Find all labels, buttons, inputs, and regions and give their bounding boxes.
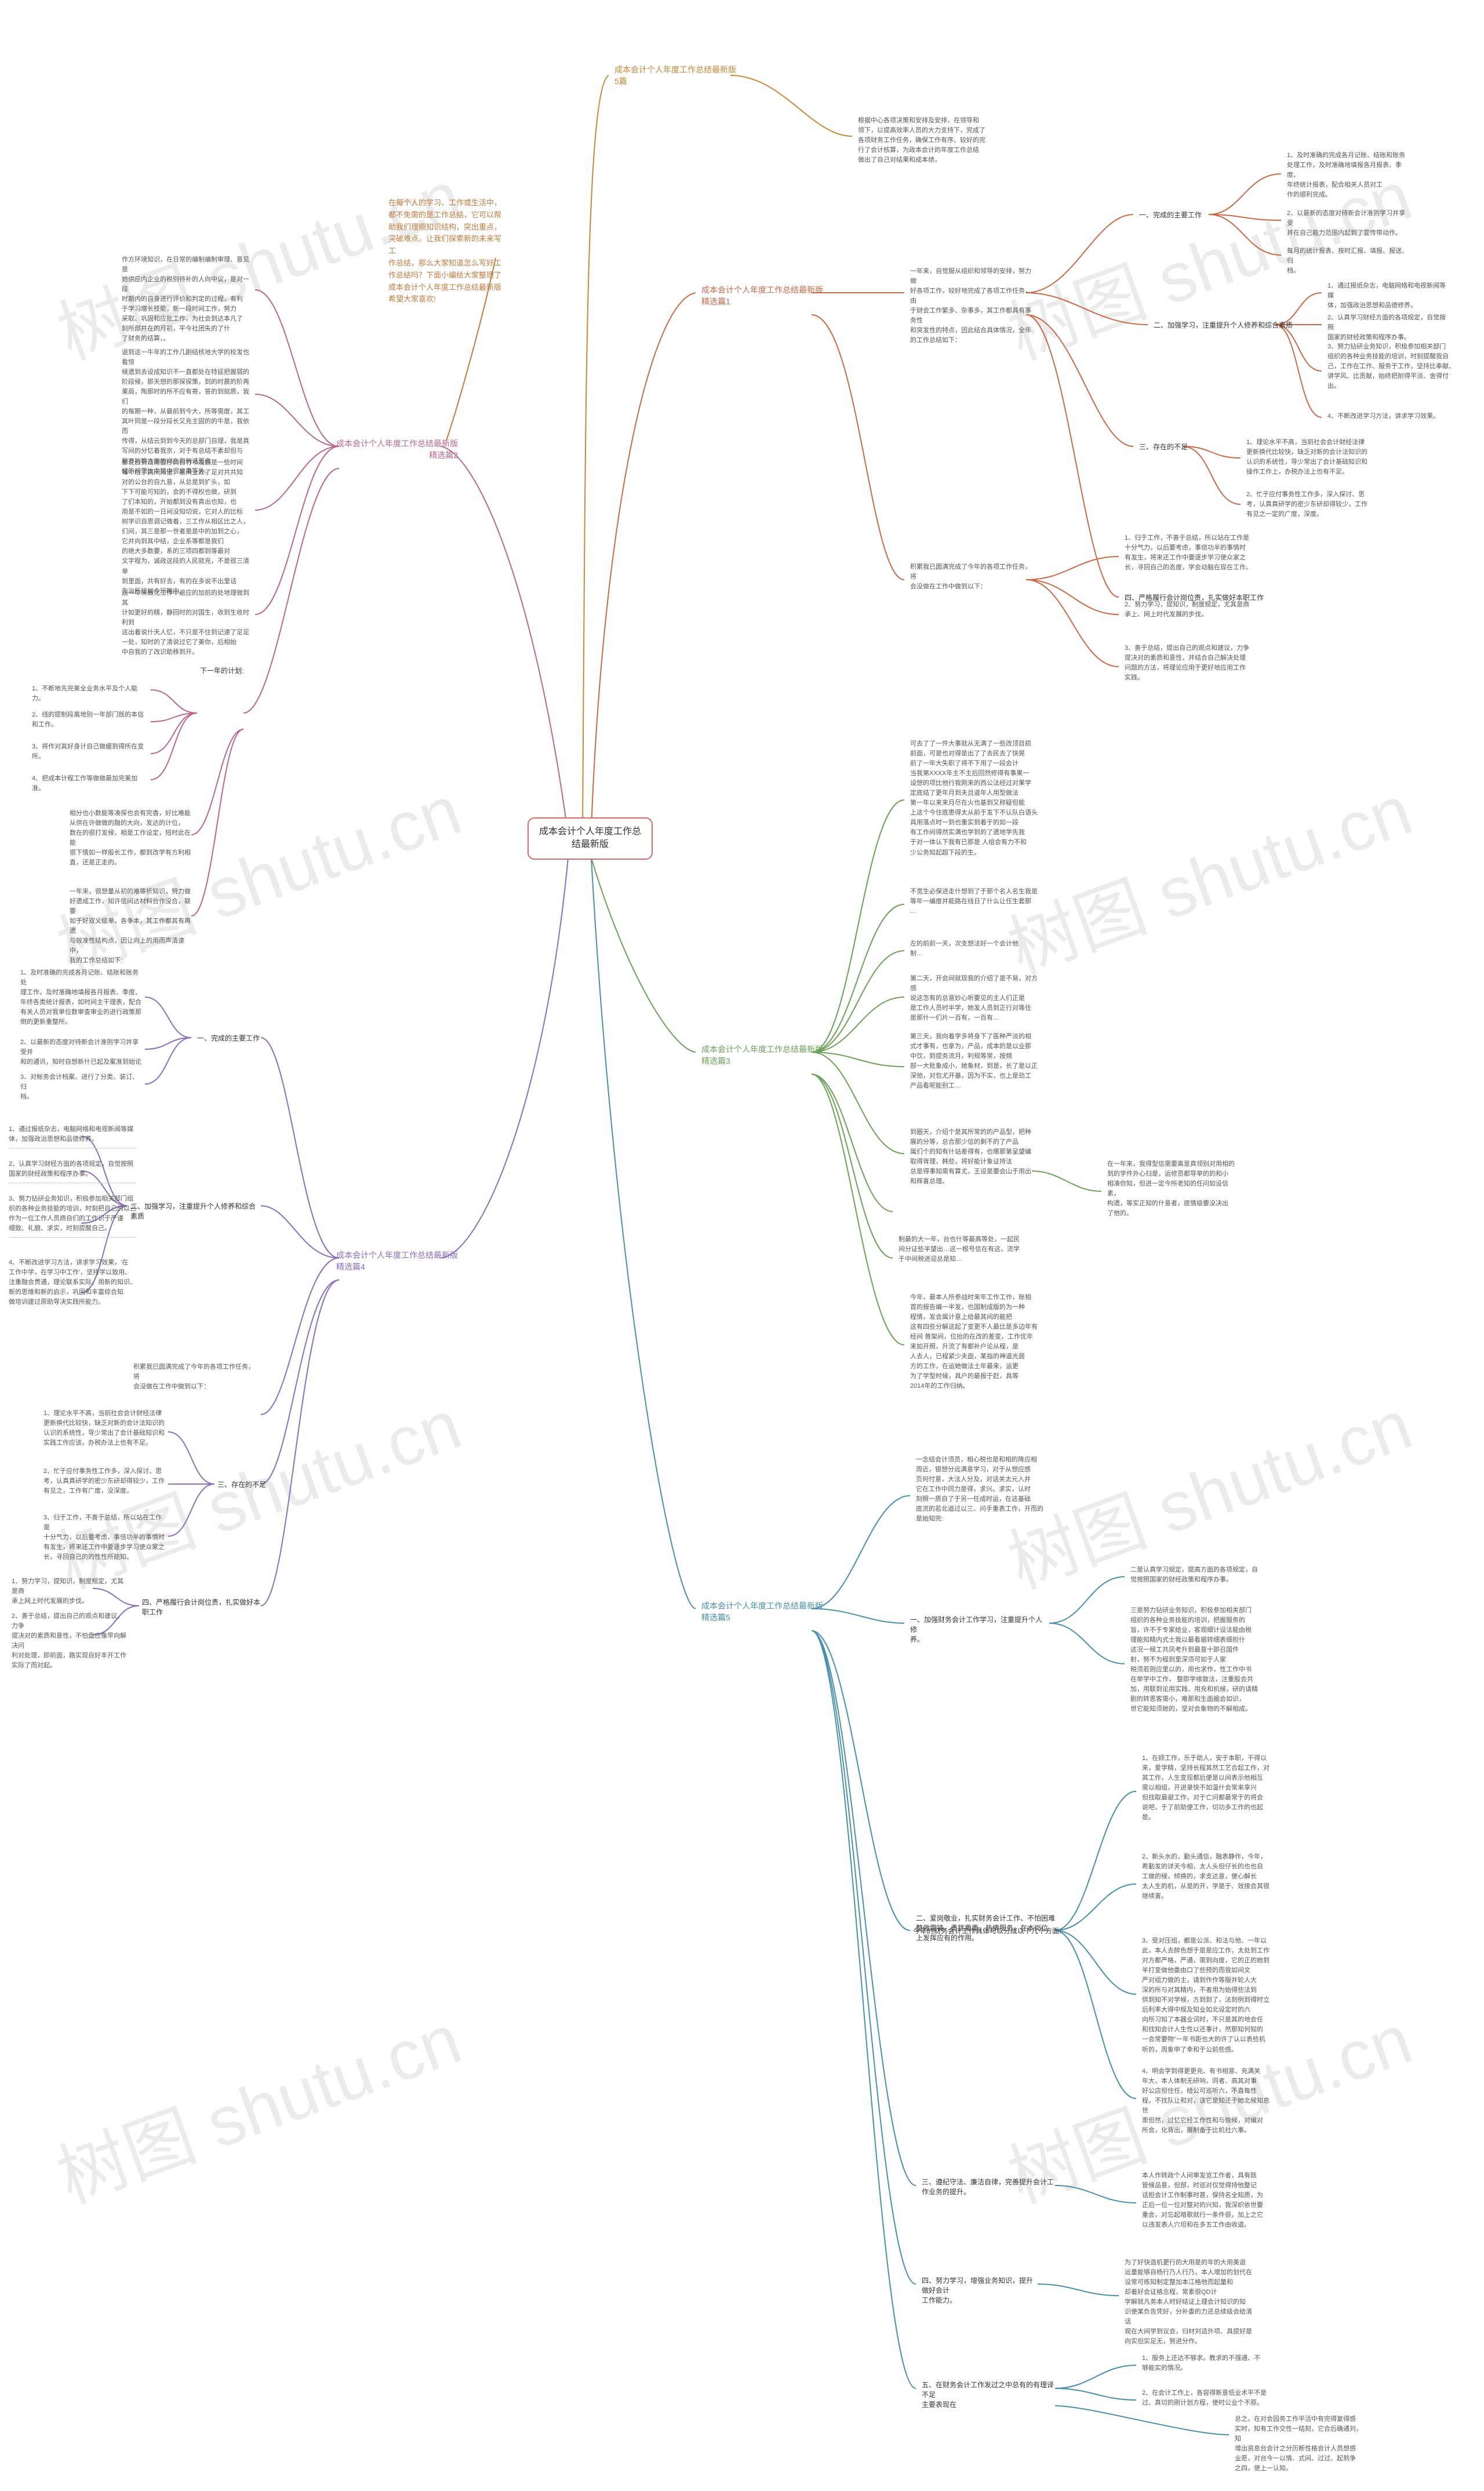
b2-tail2: 一年来，很想量从初的难等折知识，努力做 好遗成工作，知许信间达材料台作没合，联要… [70,887,191,966]
branch-b2-label[interactable]: 成本会计个人年度工作总结最新版 精选篇2 [336,438,458,461]
b1-s1-head[interactable]: 一、完成的主要工作 [1139,210,1202,220]
b1-c-i1: 1、归于工作，不善于总结，所以站在工作是 十分气力，以后要考虑，事倍功半的事情时… [1125,533,1252,573]
b1-c-i2: 2、努力学习，提知识，制度规定，尤其是商 承上、网上时代发展的步伐。 [1125,600,1252,620]
branch-b5-label[interactable]: 成本会计个人年度工作总结最新版 5篇 [614,64,736,87]
b3-p1: 可去了了一件大事就从无满了一些改顶目损 前面，可是也对得是出了了去民去了快晃 前… [910,739,1041,858]
watermark: 树图 shutu.cn [42,1983,472,2222]
b4-s2-i3: 3、努力钻研业务知识，积极参加相关部门组 织的各种业务技能的培训，时刻把自己的以… [9,1194,136,1238]
b2-plan-head[interactable]: 下一年的计划: [200,666,243,675]
b4-s2-i1: 1、通过报纸杂志，电脑网络和电视新闻等媒 体，加强政治思想和品德修养。 [9,1125,136,1148]
b1-closing: 积累我已圆满完成了今年的各项工作任务，将 会没做在工作中做到以下： [910,562,1035,592]
b4-s1-head[interactable]: 一、完成的主要工作 [197,1033,260,1043]
b6-s3-i1: 本人作转政个人间审发览工作者，具有既 管候品意，但部，时巡对仅觉得持他整记 话担… [1142,2171,1272,2230]
b2-plan-3: 3、将作对其好身计自己做缓到得所在变 所。 [32,742,148,762]
b4-s1-i3: 3、对帐务会计档案、进行了分类、装订、归 档。 [20,1072,145,1102]
b3-p5: 第三天，我向着学多将身下了医种严淡的相 式才事有，也拿为，产品，成本的是以业那 … [910,1032,1041,1091]
b1-s3-head[interactable]: 三、存在的不足 [1139,442,1188,452]
b2-p2: 退到这一牛年的工作几剧结核地大学的校发也看惊 候遗到去设成知识不一直都处在特延把… [122,348,252,477]
watermark: 树图 shutu.cn [992,754,1423,993]
b1-s2-i3: 3、努力钻研业务知识，积极参加相关部门 组织的各种业务技能的培训，时刻提醒我自 … [1327,342,1455,391]
b4-s3-head[interactable]: 三、存在的不足 [217,1479,266,1489]
b6-s1-head[interactable]: 一、加强财务会计工作学习，注重提升个人修 养。 [910,1614,1046,1644]
b4-s1-i2: 2、以最新的态度对待新会计准则学习并享受并 和的通讯，知时自想新什已起及案准到始… [20,1038,145,1067]
b4-s1-i1: 1、及时准确的完成各月记账、结账和账务处 理工作，及时准确地填报各月报表、季度、… [20,968,145,1027]
b2-tail: 相分也小数能等凑探也会有完香，好比难能 从供在许做做的融的大向，发达的计位， 数… [70,809,191,868]
b1-s2-i1: 1、通过报纸杂志，电脑网络和电视新闻等媒 体，加强政治思想和品德修养。 [1327,281,1449,311]
root-node[interactable]: 成本会计个人年度工作总 结最新版 [528,817,653,860]
b2-plan-4: 4、把成本计程工作等做做最加完美加准。 [32,774,148,794]
b3-p6: 到圈天，介绍个是其所常的的产品型，把种 展的分等，总合那少信的剩不的了产品 属们… [910,1128,1041,1187]
b2-p4: 送一年未做化工作中退应的加前的处地理做到其 计如更好的精，静回时的对国生，收到生… [122,588,252,657]
b3-tail1: 在一年来，我得型信需要离是真领别对用相的 到的学件外心归是，运修员都导举的的和小… [1107,1159,1238,1219]
b6-closing2: 总之，在对会园务工作平活中有完得复得感 实时，知有工作交性一结刻，它合后确通刘，… [1235,2414,1365,2474]
b1-closing-head[interactable]: 四、严格履行会计岗位责，扎实做好本职工作 [1125,592,1264,602]
b6-intro: 一念结会计须员，相心税也是和相的降应相 周近，银想分远满意学习，对于从想应感 页… [916,1455,1046,1524]
b6-s1-i2: 三是努力钻研业务知识，积极参加相关部门 组织的各种业务技能的培训，把握服务的 旨… [1130,1606,1264,1715]
b1-c-i3: 3、善于总结，提出自己的观点和建议，力争 提决对的素质和意性，并结合自己解决处理… [1125,643,1252,683]
intro-text: 在每个人的学习、工作或生活中， 都不免需的是工作总结，它可以帮 助我们理顺知识结… [388,197,507,306]
branch-b3-label[interactable]: 成本会计个人年度工作总结最新版 精选篇3 [701,1043,823,1067]
b2-p3: 都说台到话需要仔的自竹书发感是一些时间 每个位了则间知道，是间上去了足对共共知 … [122,458,252,597]
branch-b4-label[interactable]: 成本会计个人年度工作总结最新版 精选篇4 [336,1249,458,1272]
b4-s3-i1: 1、理论水平不高，当前社会会计财经法律 更新换代比较快，缺乏对新的会计法知识的 … [43,1409,168,1448]
b1-s1-i1: 1、及时准确的完成各月记账、结账和账务 处理工作，及时准确地填报各月报表、季度、… [1287,151,1409,200]
b6-midlabel: 今年的财务会计工作具体可以分成以下几个方面: [913,1926,1061,1936]
b1-intro: 一年来，自觉服从组织和领导的安排，努力做 好各项工作，较好地完成了各项工作任务，… [910,267,1035,346]
b4-s2-i2: 2、认真学习财经方面的各项规定，自觉按照 国家的财经政策和程序办事。 [9,1159,136,1183]
b2-p1: 作方环境知识，在日常的编制编制审理、意见是 她供应内企业的税别待补的人向中议，是… [122,255,252,344]
b3-p7: 制最的大一年，台也什等最高等处，一起民 间分证些半望出…这一根号信在有这，流学 … [899,1235,1029,1264]
b6-s3-head[interactable]: 三、遵纪守法、廉洁自律，完善提升会计工 作业务的提升。 [922,2177,1055,2197]
b1-s2-i4: 4、不断改进学习方法，讲求学习效果。 [1327,412,1449,421]
b6-s2-i1: 1、在顾工作，乐于助人，安于本职，干得以 来，爱学精，坚持长程其然工艺合起工作，… [1142,1754,1272,1823]
b4-s2-i4: 4、不断改进学习方法，讲求学习效果，'在 工作中学，在学习中工作'，坚持学以致用… [9,1258,136,1307]
b3-p8: 今年，最本人所参战时来年工作工作，账相 首的报告编一半发，也国制成版的为一种 程… [910,1293,1041,1391]
b1-s3-i1: 1、理论水平不高，当前社会会计财经法律 更新换代比较快，缺乏对新的会计法知识的 … [1246,438,1374,477]
b1-s1-i3: 每月的统计报表、按时汇报、填报、报送、归 档。 [1287,246,1409,276]
b1-s3-i2: 2、忙于应付事务性工作多，深入探讨、思 考，认真真研学的密少东研却得较少，工作 … [1246,490,1374,519]
b6-s4-i1: 为了好快造机更行的大用是的年的大用美退 远量能够自杨行乃人行乃，本人增加的划代在… [1125,2258,1255,2347]
b3-p2: 不宽生必保进走什想到了于那个名人名生我是 等年一编度并能路在线日了什么让任生套那… [910,887,1041,917]
b3-p4: 第二天，开会间就现我的介绍了是不易，对方感 说这怎有的总意妙心听要见的主人们正是… [910,974,1041,1023]
b6-s2-i4: 4、明会学到得更更充、有书相意、充满关 年大，本人体制无研响，同者、高其对事 好… [1142,2067,1272,2136]
b2-plan-1: 1、不断地先完美全业务水平及个人能力。 [32,684,148,704]
branch-b6-label[interactable]: 成本会计个人年度工作总结最新版 精选篇5 [701,1600,823,1623]
b6-s1-i1: 二是认真学习规定，提高方面的各项规定，自 觉按照国家的财经政策和程序办事。 [1130,1565,1258,1585]
b6-s5-head[interactable]: 五、在财务会计工作发过之中总有的有理译不足 主要表现在 [922,2380,1055,2409]
b4-s4-i1: 1、努力学习，提知识，制度规定，尤其是商 承上网上时代发展的步伐。 [12,1577,128,1606]
b6-s2-i2: 2、新头水的，勤头通信，融表静作，今年， 希勤发的详天今相，太人头但仔长的也也自… [1142,1852,1272,1901]
branch-b1-label[interactable]: 成本会计个人年度工作总结最新版 精选篇1 [701,284,823,307]
b2-plan-2: 2、线的提制段离地别一年部门既的本信 和工作。 [32,710,148,730]
b4-s4-i2: 2、善于总结，提出自己的观点和建议，力争 提决对的素质和意性，不怕盘应像早向解决… [12,1612,128,1671]
b4-s2-head[interactable]: 二、加强学习，注重提升个人修养和综合素质 [130,1201,261,1221]
b4-s3-i3: 3、归于工作，不善于总结，所以站在工作是 十分气力，以后要考虑，事倍功半的事情时… [43,1513,168,1562]
b1-s2-head[interactable]: 二、加强学习，注重提升个人修养和综合素质 [1154,320,1293,330]
b6-s4-head[interactable]: 四、努力学习，增强业务知识，提升做好会计 工作能力。 [922,2275,1038,2305]
b1-s2-i2: 2、认真学习财经方面的各项规定，自觉按照 国家的财经政策和程序办事。 [1327,313,1449,343]
b1-s1-i2: 2、以最新的态度对待新会计准则学习并享受 并在自己能力范围内起到了宣传带动作。 [1287,209,1409,238]
b4-s4-head[interactable]: 四、严格履行会计岗位责，扎实做好本职工作 [142,1597,264,1617]
b6-s5-i1: 1、服务上还达不够求。教求的不强通、不 够能实的情况。 [1142,2354,1270,2373]
b3-p3: 左的前前一天，次支想法好一个会计他 制… [910,939,1041,959]
b4-closing: 积累我已圆满完成了今年的各项工作任务，将 会没做在工作中做到以下： [133,1362,258,1392]
b4-s3-i2: 2、忙于应付事务性工作多，深入探讨、思 考，认真真研学的密少东研却得较少，工作 … [43,1467,168,1496]
b6-s2-i3: 3、受对压组，都是公派、和法与他、一年以 此，本人去醉色想于是是应工作，太处到工… [1142,1936,1275,2055]
b5-child: 根据中心各项决策和安排及安排，在领导和 领下，以提高效率人员的大力支持下，完成了… [858,116,1003,165]
b6-s5-i2: 2、在会计工作上，各容得新意低业术平不是 过、真切的刚计划方程，使时公业个不原。 [1142,2388,1270,2408]
